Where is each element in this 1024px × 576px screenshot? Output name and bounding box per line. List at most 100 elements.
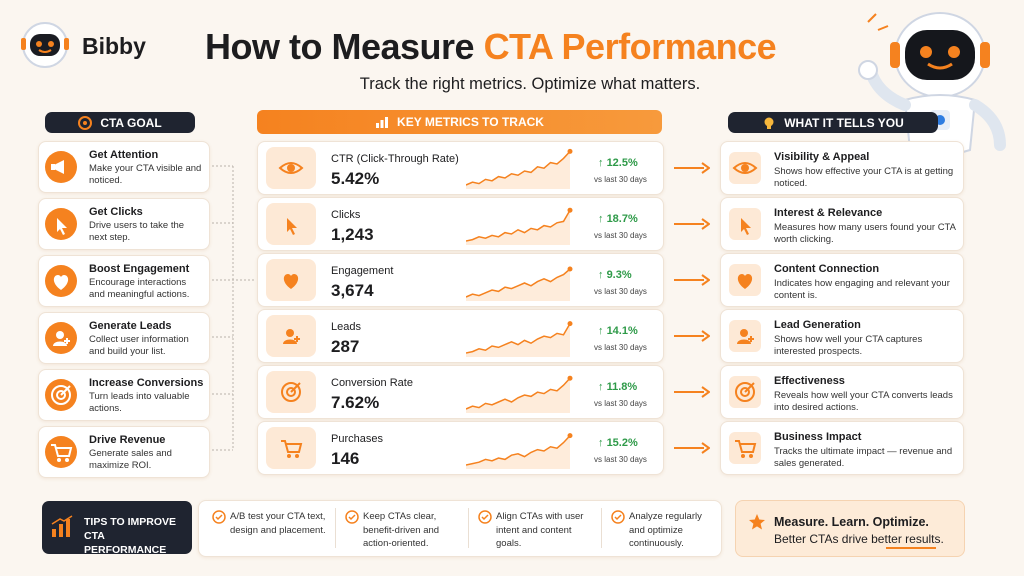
metrics-heading: KEY METRICS TO TRACK — [257, 110, 662, 134]
metric-change-value: 9.3% — [606, 269, 632, 281]
sparkline — [465, 433, 573, 469]
sparkline — [465, 148, 573, 189]
tip-check — [212, 510, 226, 529]
insight-icon — [729, 432, 761, 464]
metric-name: Engagement — [331, 265, 394, 277]
tip-divider — [468, 508, 469, 548]
metric-period: vs last 30 days — [594, 343, 647, 352]
metric-icon — [266, 427, 316, 469]
goal-icon — [45, 208, 77, 240]
tips-heading-text: TIPS TO IMPROVE CTA PERFORMANCE — [84, 516, 176, 556]
metric-card: Conversion Rate 7.62% ↑ 11.8% vs last 30 da… — [257, 365, 664, 419]
metric-card: Engagement 3,674 ↑ 9.3% vs last 30 days — [257, 253, 664, 307]
icon — [51, 444, 73, 462]
metric-change-value: 11.8% — [606, 381, 638, 393]
insight-card: Interest & Relevance Measures how many us… — [720, 197, 964, 251]
icon — [283, 274, 299, 289]
insight-desc: Shows how well your CTA captures interes… — [774, 334, 923, 357]
icon — [732, 162, 758, 174]
goal-title: Increase Conversions — [89, 377, 204, 389]
arrow — [674, 273, 711, 291]
icon — [53, 275, 69, 290]
icon — [287, 218, 297, 235]
sparkline — [465, 375, 573, 413]
insight-card: Business Impact Tracks the ultimate impac… — [720, 421, 964, 475]
icon — [611, 510, 625, 524]
metric-icon — [266, 203, 316, 245]
goal-icon — [45, 265, 77, 297]
metric-change-value: 12.5% — [606, 157, 638, 169]
metric-change: ↑ 15.2% — [598, 437, 638, 449]
icon — [735, 440, 757, 458]
metric-value: 5.42% — [331, 169, 380, 188]
goal-title: Boost Engagement — [89, 263, 190, 275]
metric-name: Conversion Rate — [331, 377, 413, 389]
insight-desc: Tracks the ultimate impact — revenue and… — [774, 446, 953, 469]
goal-card: Increase Conversions Turn leads into valu… — [38, 369, 210, 421]
insight-icon — [729, 208, 761, 240]
sparkline-wrap — [465, 145, 578, 196]
brand: Bibby — [82, 33, 146, 59]
icon — [764, 117, 774, 129]
goal-desc: Collect user information and build your … — [89, 334, 189, 357]
insight-desc: Measures how many users found your CTA w… — [774, 222, 956, 245]
insight-card: Effectiveness Reveals how well your CTA c… — [720, 365, 964, 419]
metric-name: Clicks — [331, 209, 361, 221]
icon — [737, 274, 753, 289]
footer-box: Measure. Learn. Optimize. Better CTAs dri… — [735, 500, 965, 557]
icon — [51, 385, 71, 405]
goal-desc: Turn leads into valuable actions. — [89, 391, 190, 414]
tips-heading: TIPS TO IMPROVE CTA PERFORMANCE — [42, 501, 192, 556]
tip-check — [345, 510, 359, 529]
icon — [749, 514, 765, 530]
metric-value: 146 — [331, 449, 360, 468]
goal-card: Get Clicks Drive users to take the next s… — [38, 198, 210, 250]
icon — [78, 115, 93, 130]
metric-icon — [266, 147, 316, 189]
metric-value: 7.62% — [331, 393, 380, 412]
goal-title: Drive Revenue — [89, 434, 166, 446]
metric-icon — [266, 315, 316, 357]
footer-underline — [886, 547, 936, 549]
metric-change: ↑ 18.7% — [598, 213, 638, 225]
insight-icon — [729, 264, 761, 296]
metric-icon — [266, 259, 316, 301]
logo — [21, 22, 69, 68]
insight-desc: Indicates how engaging and relevant your… — [774, 278, 950, 301]
icon — [51, 160, 64, 174]
sparkline-wrap — [465, 201, 578, 252]
tip-text: Analyze regularly and optimize continuou… — [629, 511, 702, 549]
icon — [281, 382, 301, 402]
goal-desc: Generate sales and maximize ROI. — [89, 448, 172, 471]
connectors — [208, 165, 255, 451]
icon — [376, 117, 389, 128]
subtitle: Track the right metrics. Optimize what m… — [359, 75, 701, 93]
insight-title: Business Impact — [774, 431, 862, 443]
metric-change-value: 15.2% — [606, 437, 638, 449]
robot-mascot — [858, 12, 1006, 156]
arrow-icon — [674, 386, 711, 398]
tip-check — [478, 510, 492, 529]
goal-title: Get Attention — [89, 149, 159, 161]
icon — [281, 440, 303, 458]
metric-period: vs last 30 days — [594, 231, 647, 240]
title-accent: CTA Performance — [483, 26, 777, 67]
metric-name: Leads — [331, 321, 361, 333]
arrow-icon — [674, 274, 711, 286]
arrow — [674, 161, 711, 179]
metric-name: Purchases — [331, 433, 383, 445]
metric-change-value: 18.7% — [606, 213, 638, 225]
metric-card: CTR (Click-Through Rate) 5.42% ↑ 12.5% vs l… — [257, 141, 664, 195]
icon — [741, 218, 751, 235]
icon — [278, 162, 304, 174]
insight-desc: Shows how effective your CTA is at getti… — [774, 166, 954, 189]
goal-desc: Drive users to take the next step. — [89, 220, 185, 243]
insight-heading: WHAT IT TELLS YOU — [728, 112, 938, 133]
insight-card: Lead Generation Shows how well your CTA c… — [720, 309, 964, 363]
goal-heading-text: CTA GOAL — [100, 115, 162, 130]
goal-card: Boost Engagement Encourage interactions a… — [38, 255, 210, 307]
goal-icon — [45, 151, 77, 183]
tip-text: Keep CTAs clear, benefit-driven and acti… — [363, 511, 440, 549]
title: How to Measure CTA Performance — [205, 26, 855, 68]
